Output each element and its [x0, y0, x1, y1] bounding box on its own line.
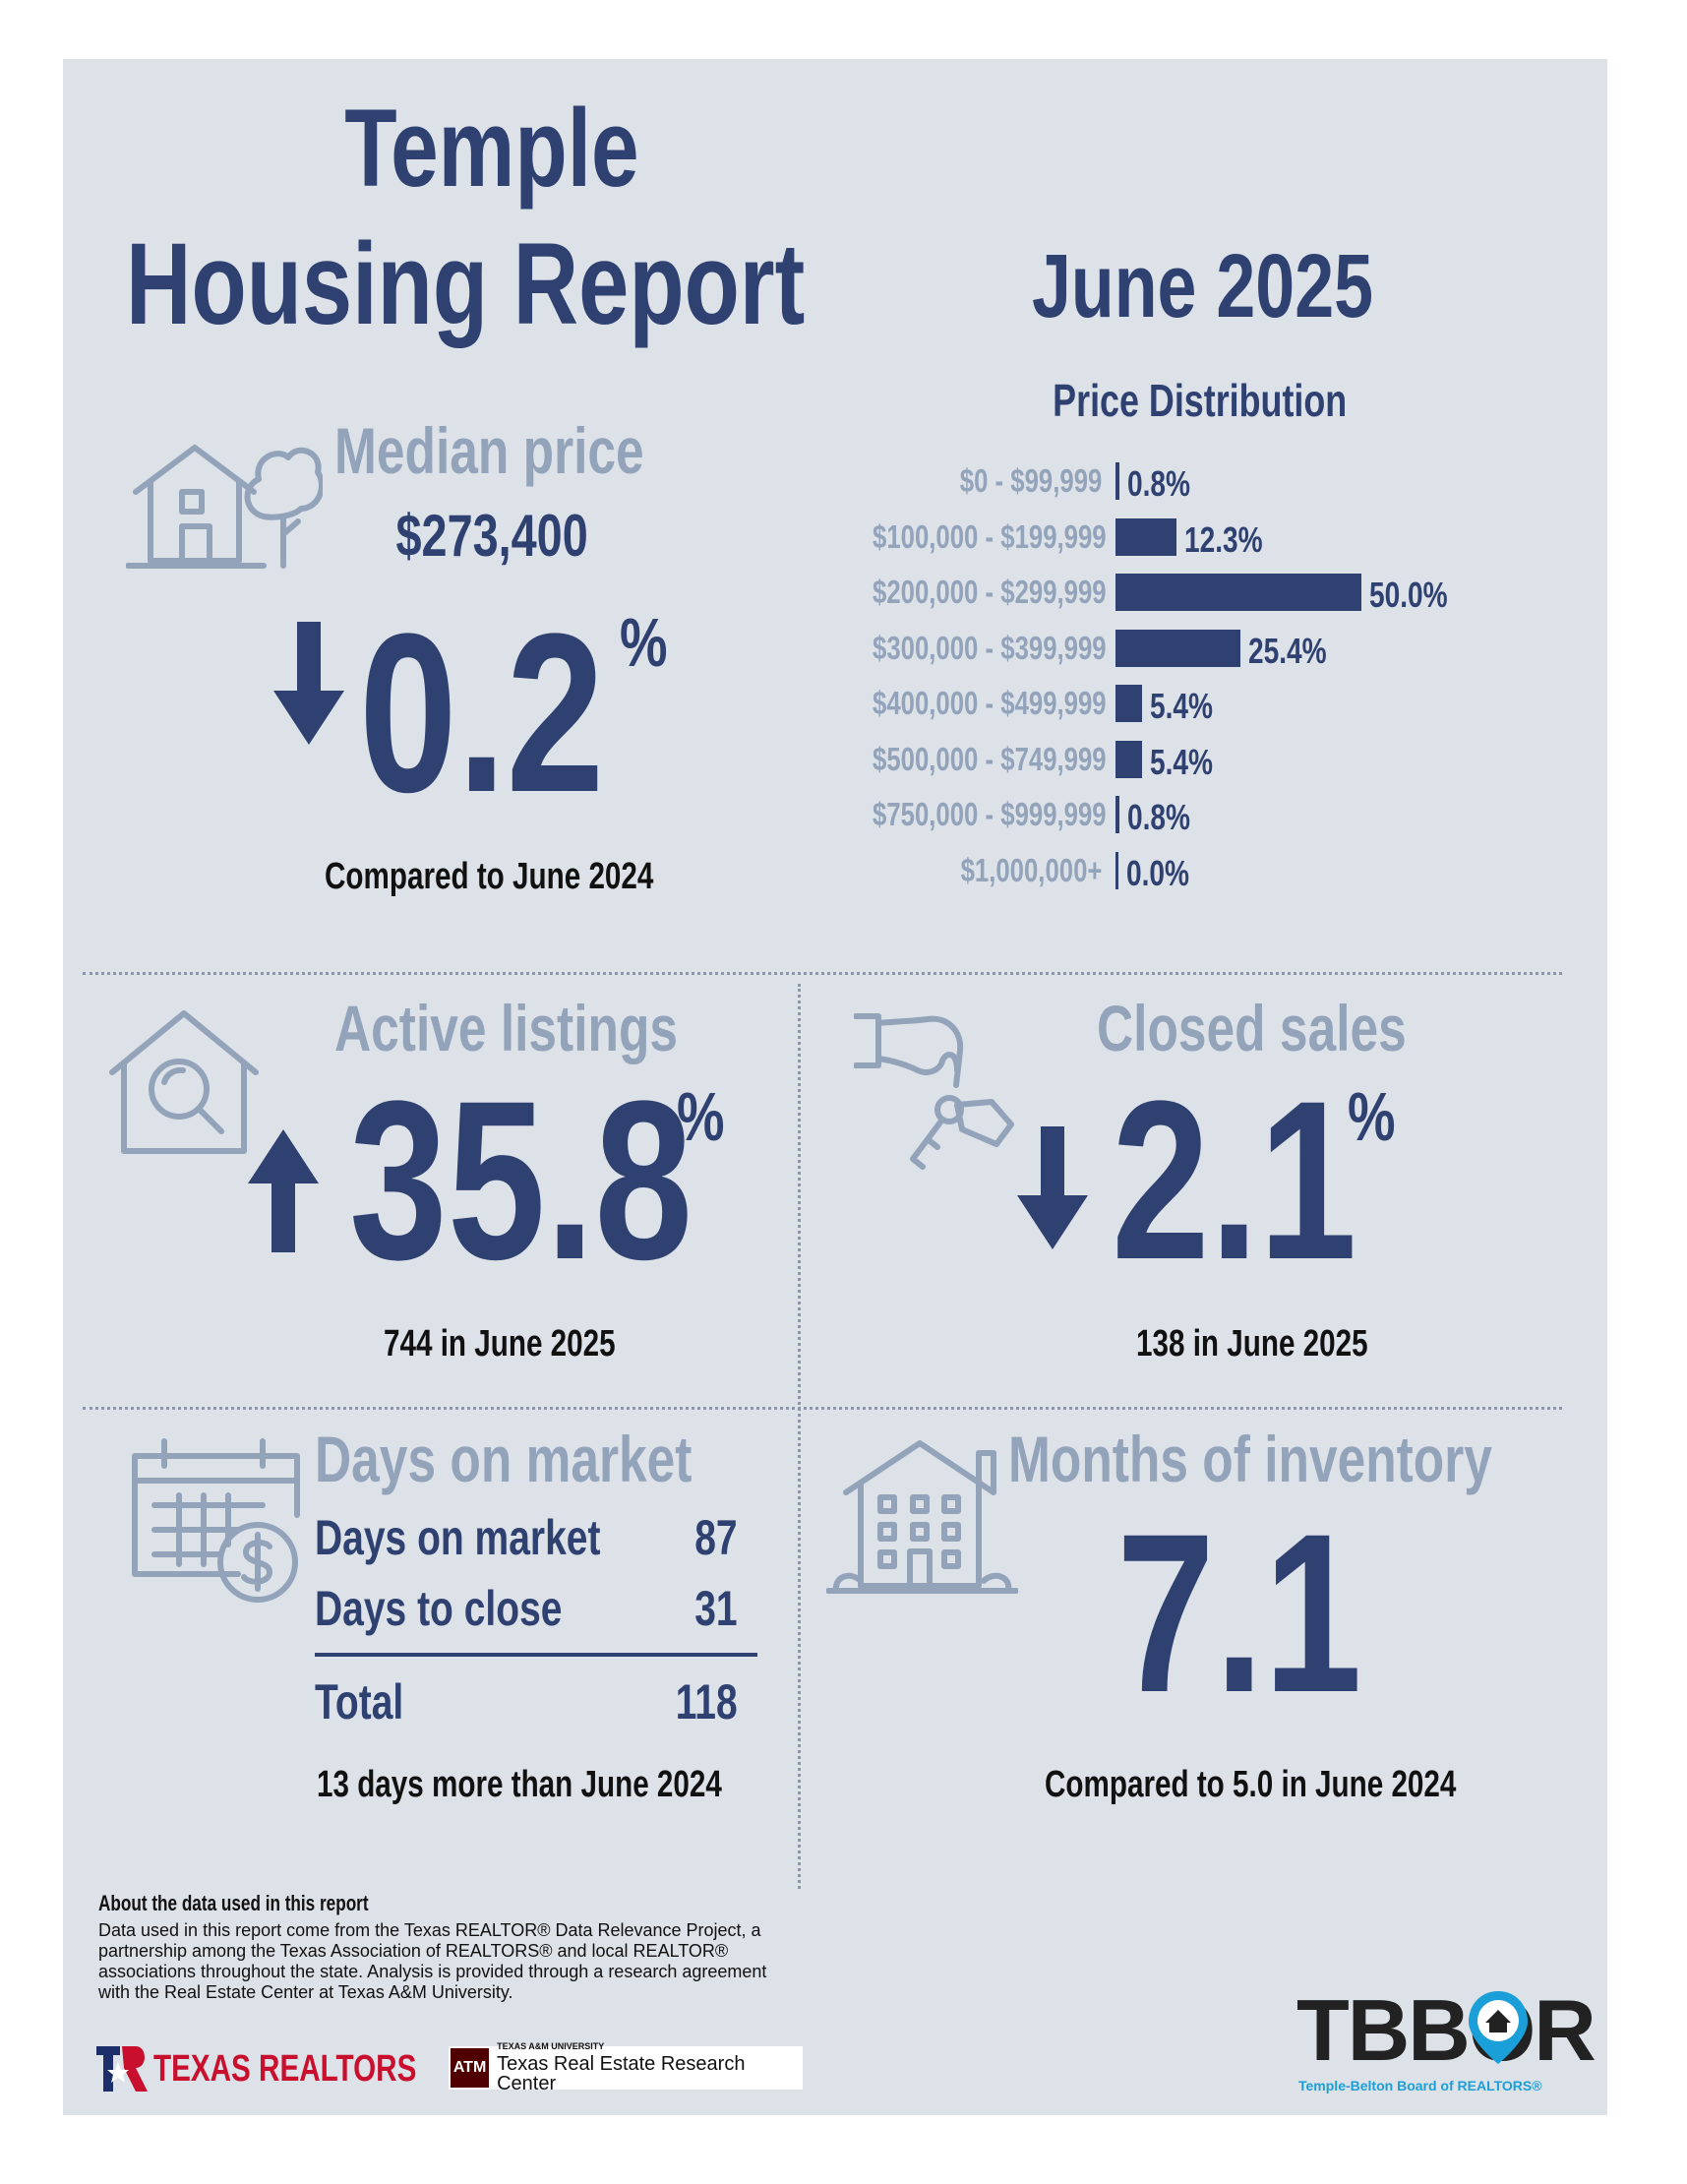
dom-row-total: Total 118 [315, 1674, 738, 1729]
months-of-inventory-heading: Months of inventory [1008, 1423, 1492, 1495]
price-distribution-value: 50.0% [1369, 575, 1448, 615]
up-arrow-icon [248, 1129, 319, 1252]
price-distribution-label: $1,000,000+ [960, 852, 1102, 888]
active-listings-percent-sign: % [677, 1078, 725, 1155]
price-distribution-bar [1115, 462, 1119, 500]
divider-top [83, 972, 1562, 975]
divider-middle [83, 1407, 1562, 1410]
price-distribution-bar [1115, 630, 1240, 667]
texas-realtors-wordmark: TEXAS REALTORS [153, 2047, 417, 2090]
price-distribution-label: $750,000 - $999,999 [873, 796, 1107, 832]
report-card [63, 59, 1607, 2115]
tamu-university-label: TEXAS A&M UNIVERSITY [497, 2041, 605, 2051]
down-arrow-icon [1017, 1126, 1088, 1249]
closed-sales-heading: Closed sales [1097, 992, 1407, 1064]
dom-total-rule [315, 1653, 757, 1657]
median-price-change: 0.2 [359, 586, 605, 839]
median-price-value: $273,400 [395, 503, 588, 569]
price-distribution-bar [1115, 741, 1142, 778]
tamu-mark-icon: ATM [451, 2048, 490, 2088]
closed-sales-change: 2.1 [1112, 1054, 1357, 1306]
price-distribution-value: 25.4% [1248, 631, 1327, 671]
median-price-percent-sign: % [620, 604, 668, 681]
about-data-text: Data used in this report come from the T… [98, 1920, 767, 2002]
calendar-dollar-icon [132, 1438, 300, 1603]
price-distribution-label: $100,000 - $199,999 [873, 518, 1107, 555]
closed-sales-caption: 138 in June 2025 [1136, 1323, 1368, 1365]
price-distribution-value: 12.3% [1184, 519, 1263, 560]
texas-realtors-mark-icon [96, 2046, 148, 2092]
price-distribution-value: 0.8% [1127, 797, 1191, 837]
report-month: June 2025 [1031, 236, 1374, 336]
price-distribution-label: $200,000 - $299,999 [873, 574, 1107, 610]
tbbor-subtitle: Temple-Belton Board of REALTORS® [1298, 2078, 1542, 2093]
tbbor-wordmark: TBBOR [1296, 1981, 1597, 2079]
active-listings-caption: 744 in June 2025 [384, 1323, 616, 1365]
price-distribution-label: $300,000 - $399,999 [873, 630, 1107, 666]
texas-realtors-logo: TEXAS REALTORS [96, 2044, 491, 2093]
price-distribution-title: Price Distribution [1053, 375, 1348, 426]
price-distribution-bar [1115, 796, 1119, 833]
dom-row-days-on-market: Days on market 87 [315, 1510, 738, 1565]
price-distribution-bar [1115, 574, 1361, 611]
dom-row-days-to-close: Days to close 31 [315, 1581, 738, 1636]
apartment-building-icon [826, 1440, 1018, 1594]
closed-sales-percent-sign: % [1348, 1078, 1396, 1155]
tbbor-logo: TBBOR Temple-Belton Board of REALTORS® [1296, 1981, 1597, 2105]
median-price-caption: Compared to June 2024 [325, 856, 654, 897]
report-title-city: Temple [344, 87, 639, 210]
price-distribution-label: $500,000 - $749,999 [873, 741, 1107, 777]
price-distribution-value: 0.8% [1127, 463, 1191, 504]
price-distribution-bar [1115, 518, 1176, 556]
down-arrow-icon [273, 622, 344, 745]
house-search-icon [109, 1010, 259, 1154]
tamu-center-label: Texas Real Estate Research Center [497, 2053, 746, 2094]
about-data-heading: About the data used in this report [98, 1891, 369, 1915]
divider-vertical [798, 984, 801, 1889]
months-of-inventory-caption: Compared to 5.0 in June 2024 [1045, 1764, 1457, 1805]
days-on-market-caption: 13 days more than June 2024 [317, 1764, 722, 1805]
price-distribution-value: 0.0% [1126, 853, 1190, 893]
days-on-market-heading: Days on market [315, 1423, 693, 1495]
months-of-inventory-value: 7.1 [1116, 1486, 1362, 1739]
tbbor-home-pin-icon [1469, 1991, 1528, 2064]
price-distribution-label: $400,000 - $499,999 [873, 685, 1107, 721]
hand-keys-icon [854, 1013, 1014, 1170]
house-with-tree-icon [126, 445, 323, 569]
price-distribution-bar [1115, 685, 1142, 722]
tamu-logo: ATM TEXAS A&M UNIVERSITY Texas Real Esta… [449, 2042, 803, 2094]
price-distribution-value: 5.4% [1150, 742, 1214, 782]
price-distribution-value: 5.4% [1150, 686, 1214, 726]
active-listings-heading: Active listings [334, 992, 679, 1064]
active-listings-change: 35.8 [349, 1054, 693, 1306]
price-distribution-label: $0 - $99,999 [959, 462, 1102, 499]
median-price-heading: Median price [334, 414, 644, 487]
price-distribution-bar [1115, 852, 1118, 889]
report-title: Housing Report [126, 219, 806, 349]
